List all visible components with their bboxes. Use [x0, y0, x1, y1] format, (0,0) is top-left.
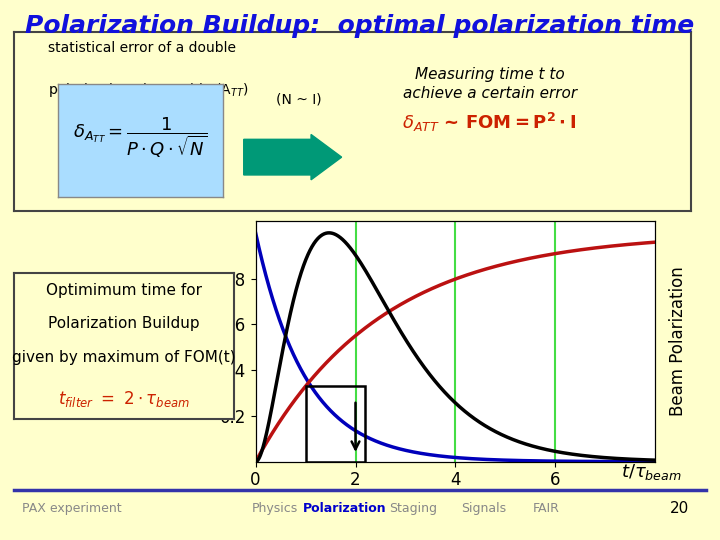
Text: Polarization: Polarization — [302, 502, 386, 515]
Text: Polarization Buildup:  optimal polarization time: Polarization Buildup: optimal polarizati… — [25, 14, 695, 37]
Text: Signals: Signals — [461, 502, 506, 515]
Text: $t_{filter}\ =\ 2 \cdot \tau_{beam}$: $t_{filter}\ =\ 2 \cdot \tau_{beam}$ — [58, 389, 190, 409]
Text: $\delta_{A_{TT}} = \dfrac{1}{P \cdot Q \cdot \sqrt{N}}$: $\delta_{A_{TT}} = \dfrac{1}{P \cdot Q \… — [73, 116, 207, 160]
Text: given by maximum of FOM(t): given by maximum of FOM(t) — [12, 350, 236, 365]
Text: statistical error of a double: statistical error of a double — [48, 42, 236, 55]
Text: achieve a certain error: achieve a certain error — [402, 86, 577, 102]
Y-axis label: $I/I_0$: $I/I_0$ — [181, 321, 207, 342]
Text: FAIR: FAIR — [533, 502, 559, 515]
Text: Measuring time t to: Measuring time t to — [415, 68, 564, 83]
Text: (N ~ I): (N ~ I) — [276, 93, 322, 107]
Y-axis label: Beam Polarization: Beam Polarization — [669, 267, 687, 416]
Bar — [305, 386, 366, 462]
Text: Polarization Buildup: Polarization Buildup — [48, 316, 200, 332]
Text: $\delta_{ATT}$ ~ $\mathbf{FOM = P^2 \cdot I}$: $\delta_{ATT}$ ~ $\mathbf{FOM = P^2 \cdo… — [402, 111, 577, 134]
FancyArrow shape — [243, 134, 341, 180]
Text: polarization observable (A$_{TT}$): polarization observable (A$_{TT}$) — [48, 80, 249, 98]
Text: PAX experiment: PAX experiment — [22, 502, 121, 515]
Text: 20: 20 — [670, 501, 689, 516]
Text: Physics: Physics — [252, 502, 298, 515]
Text: Optimimum time for: Optimimum time for — [46, 283, 202, 298]
Text: $t/\tau_{beam}$: $t/\tau_{beam}$ — [621, 462, 682, 483]
Text: Staging: Staging — [389, 502, 437, 515]
